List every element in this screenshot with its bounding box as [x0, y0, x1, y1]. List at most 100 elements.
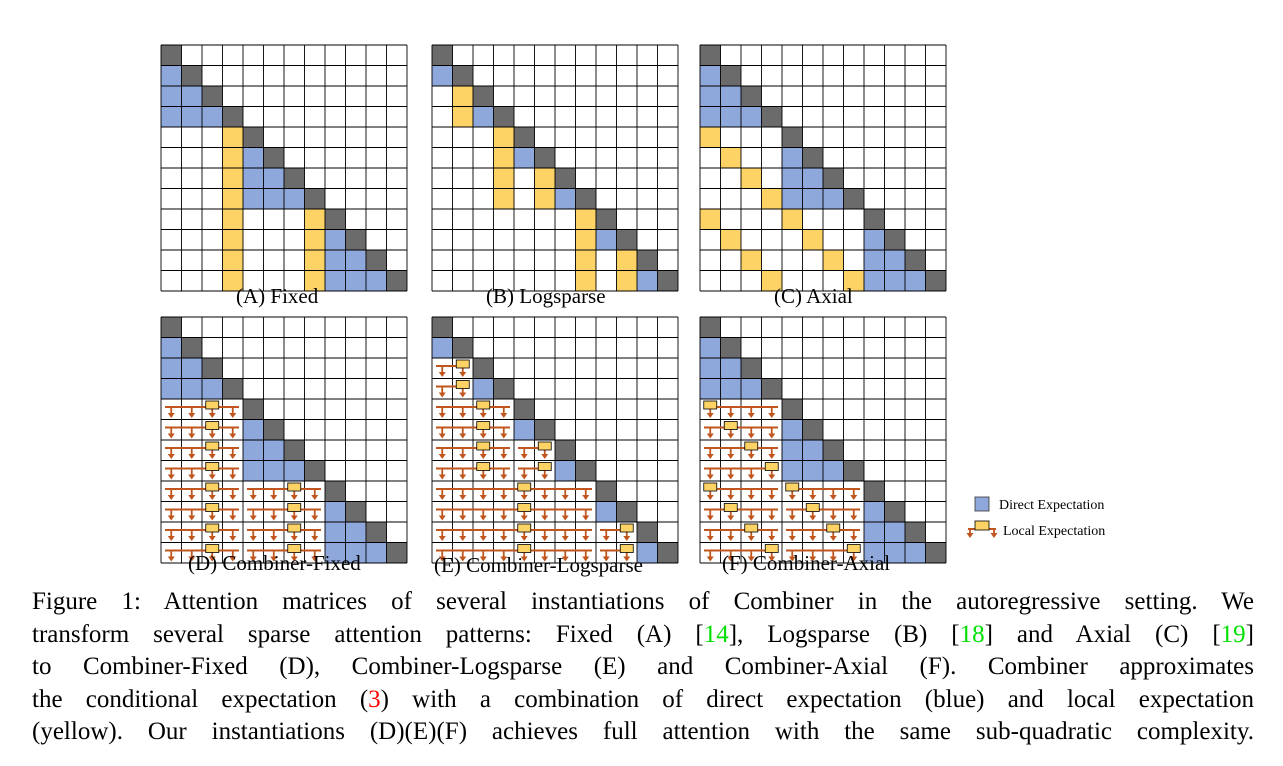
ref-18-link[interactable]: 18 [959, 620, 985, 648]
diagonal-cell [263, 147, 284, 168]
direct-expectation-cell [243, 440, 264, 461]
direct-expectation-cell [864, 542, 885, 563]
diagonal-cell [575, 460, 596, 481]
direct-expectation-cell [263, 168, 284, 189]
diagonal-cell [761, 378, 782, 399]
panel-label-d: (D) Combiner-Fixed [188, 551, 361, 575]
direct-expectation-cell [782, 440, 803, 461]
ref-3-link[interactable]: 3 [368, 685, 381, 713]
local-attention-cell [222, 168, 243, 189]
diagonal-cell [616, 501, 637, 522]
direct-expectation-cell [782, 168, 803, 189]
direct-expectation-cell [473, 106, 494, 127]
diagonal-cell [700, 45, 721, 66]
diagonal-cell [884, 501, 905, 522]
local-attention-cell [222, 147, 243, 168]
diagonal-cell [304, 188, 325, 209]
caption-line-1: Figure 1: Attention matrices of several … [32, 588, 1254, 615]
diagonal-cell [782, 127, 803, 148]
direct-expectation-cell [202, 106, 223, 127]
caption-line-4: the conditional expectation (3) with a c… [32, 685, 1254, 713]
local-attention-cell [222, 229, 243, 250]
diagonal-cell [700, 317, 721, 338]
direct-expectation-cell [325, 270, 346, 291]
direct-expectation-cell [864, 501, 885, 522]
local-attention-cell [720, 147, 741, 168]
local-attention-cell [222, 188, 243, 209]
diagonal-cell [925, 542, 946, 563]
diagonal-cell [243, 127, 264, 148]
local-attention-cell [222, 270, 243, 291]
direct-expectation-cell [884, 270, 905, 291]
direct-expectation-cell [202, 378, 223, 399]
local-expectation-glyphs [703, 400, 861, 562]
diagonal-cell [493, 106, 514, 127]
direct-expectation-cell [555, 188, 576, 209]
direct-expectation-cell [905, 270, 926, 291]
diagonal-cell [925, 270, 946, 291]
local-attention-cell [700, 127, 721, 148]
diagonal-cell [473, 358, 494, 379]
direct-expectation-cell [884, 522, 905, 543]
caption-line-3: to Combiner-Fixed (D), Combiner-Logspars… [32, 653, 1254, 680]
direct-expectation-cell [864, 270, 885, 291]
local-attention-cell [575, 229, 596, 250]
direct-expectation-cell [345, 250, 366, 271]
direct-expectation-cell [181, 358, 202, 379]
direct-expectation-cell [700, 358, 721, 379]
ref-14-link[interactable]: 14 [703, 620, 729, 648]
direct-expectation-cell [864, 229, 885, 250]
diagonal-cell [741, 358, 762, 379]
direct-expectation-cell [243, 147, 264, 168]
panel-label-e: (E) Combiner-Logsparse [434, 553, 643, 577]
local-attention-cell [761, 188, 782, 209]
local-attention-cell [222, 209, 243, 230]
diagonal-cell [905, 522, 926, 543]
legend-direct-label: Direct Expectation [999, 498, 1104, 513]
diagonal-cell [202, 358, 223, 379]
direct-expectation-cell [263, 460, 284, 481]
diagonal-cell [720, 65, 741, 86]
local-attention-cell [823, 250, 844, 271]
direct-expectation-cell [284, 188, 305, 209]
direct-expectation-cell [161, 65, 182, 86]
diagonal-cell [432, 317, 453, 338]
direct-expectation-cell [263, 188, 284, 209]
direct-expectation-cell [802, 440, 823, 461]
diagonal-cell [657, 270, 678, 291]
diagonal-cell [555, 168, 576, 189]
ref-19-link[interactable]: 19 [1220, 620, 1246, 648]
local-attention-cell [616, 250, 637, 271]
direct-expectation-cell [884, 542, 905, 563]
direct-expectation-cell [325, 229, 346, 250]
local-attention-cell [575, 270, 596, 291]
direct-expectation-cell [741, 378, 762, 399]
direct-expectation-cell [905, 542, 926, 563]
direct-expectation-cell [263, 440, 284, 461]
local-attention-cell [534, 168, 555, 189]
direct-expectation-cell [720, 106, 741, 127]
direct-expectation-cell [884, 250, 905, 271]
direct-expectation-cell [243, 188, 264, 209]
attention-matrix-a [160, 44, 408, 292]
diagonal-cell [514, 127, 535, 148]
direct-expectation-cell [700, 378, 721, 399]
diagonal-cell [514, 399, 535, 420]
diagonal-cell [181, 65, 202, 86]
diagonal-cell [493, 378, 514, 399]
direct-expectation-cell [514, 147, 535, 168]
direct-expectation-cell [802, 168, 823, 189]
diagonal-cell [864, 209, 885, 230]
direct-expectation-cell [823, 188, 844, 209]
diagonal-cell [345, 501, 366, 522]
local-attention-cell [761, 270, 782, 291]
diagonal-cell [452, 65, 473, 86]
diagonal-cell [534, 147, 555, 168]
direct-expectation-cell [720, 378, 741, 399]
panel-label-b: (B) Logsparse [486, 284, 606, 308]
direct-expectation-cell [161, 106, 182, 127]
direct-expectation-cell [514, 419, 535, 440]
legend-local-swatch [966, 520, 998, 538]
diagonal-cell [366, 522, 387, 543]
legend: Direct Expectation Local Expectation [966, 496, 1105, 539]
